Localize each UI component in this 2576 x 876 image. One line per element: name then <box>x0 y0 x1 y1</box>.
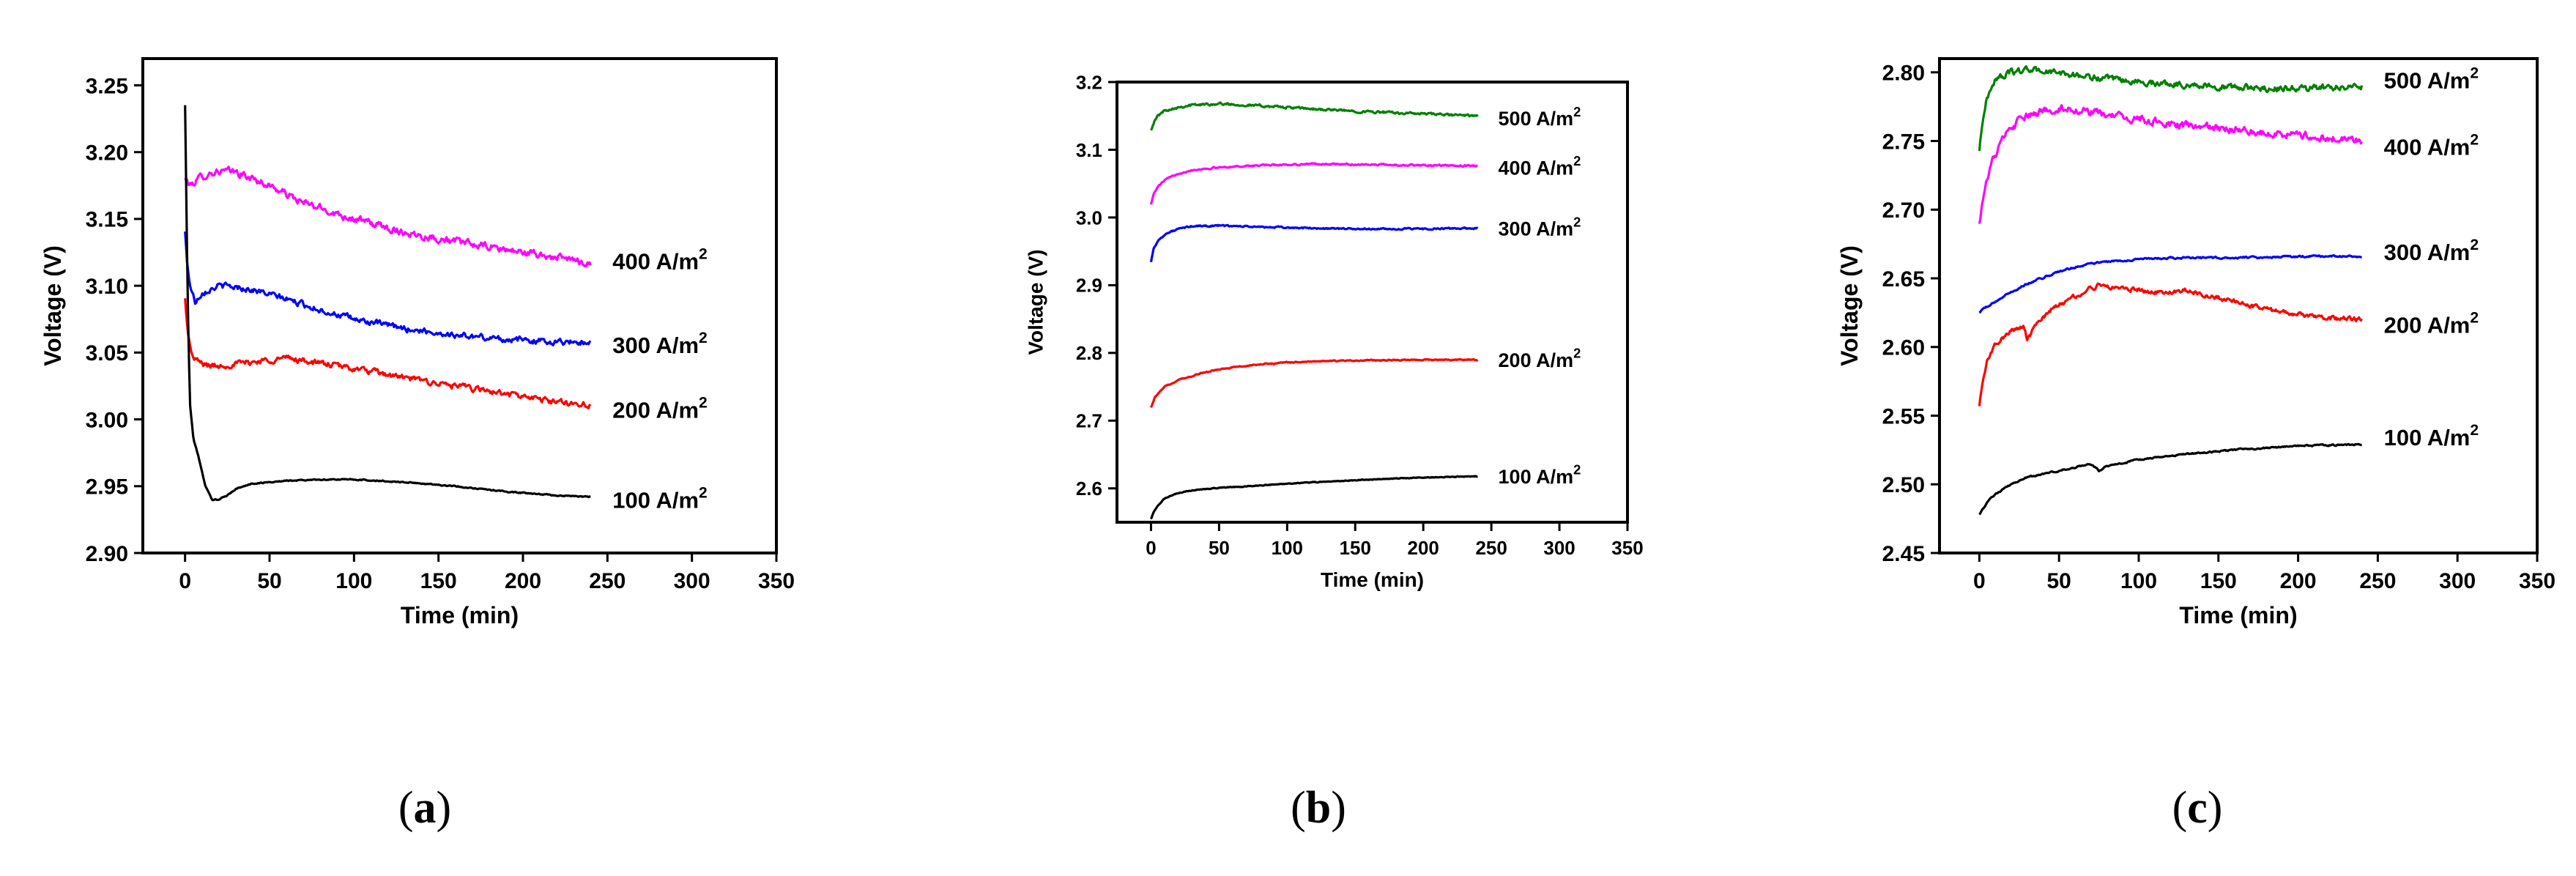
y-tick-label: 3.0 <box>1076 207 1102 229</box>
x-tick-label: 100 <box>335 569 372 593</box>
series-line-500 <box>1150 101 1479 131</box>
series-line-200 <box>1978 282 2363 407</box>
y-tick-label: 2.75 <box>1882 130 1925 154</box>
series-label-400: 400 A/m2 <box>2384 132 2479 160</box>
x-tick-label: 250 <box>589 569 626 593</box>
series-label-200: 200 A/m2 <box>2384 309 2479 338</box>
series-line-500 <box>1978 64 2364 152</box>
series-label-200: 200 A/m2 <box>1499 346 1581 371</box>
series-line-300 <box>1149 223 1479 263</box>
series-line-400 <box>1978 104 2363 224</box>
series-line-400 <box>1149 162 1479 205</box>
series-line-400 <box>184 166 592 267</box>
x-tick-label: 150 <box>2200 569 2237 593</box>
x-tick-label: 150 <box>420 569 457 593</box>
y-tick-label: 2.9 <box>1076 275 1102 297</box>
panel-caption: (c) <box>2172 783 2223 833</box>
x-tick-label: 100 <box>2120 569 2157 593</box>
series-label-300: 300 A/m2 <box>2384 237 2479 265</box>
plot-frame <box>1938 57 2539 554</box>
series-label-100: 100 A/m2 <box>612 485 707 513</box>
series-line-200 <box>184 298 592 409</box>
x-tick-label: 300 <box>1543 537 1575 559</box>
y-tick-label: 2.60 <box>1882 336 1925 360</box>
x-tick-label: 250 <box>2359 569 2396 593</box>
series-label-200: 200 A/m2 <box>612 395 707 423</box>
y-tick-label: 3.2 <box>1076 71 1102 93</box>
panel-caption: (b) <box>1291 783 1346 833</box>
series-label-100: 100 A/m2 <box>2384 422 2479 450</box>
y-tick-label: 3.00 <box>86 408 128 432</box>
x-tick-label: 50 <box>257 569 281 593</box>
y-tick-label: 2.80 <box>1882 62 1925 86</box>
y-axis-label: Voltage (V) <box>1836 245 1863 366</box>
y-tick-label: 2.50 <box>1882 473 1925 497</box>
y-tick-label: 2.8 <box>1076 342 1102 364</box>
series-line-300 <box>184 231 592 346</box>
x-tick-label: 0 <box>179 569 191 593</box>
series-line-100 <box>1978 442 2362 516</box>
y-tick-label: 2.70 <box>1882 198 1925 223</box>
x-tick-label: 150 <box>1340 537 1371 559</box>
x-tick-label: 350 <box>2519 569 2555 593</box>
y-tick-label: 2.45 <box>1882 542 1925 566</box>
y-tick-label: 3.05 <box>86 341 128 365</box>
x-tick-label: 50 <box>1209 537 1230 559</box>
panel-caption: (a) <box>398 783 451 833</box>
chart-panel-c: 0 50 100 150 200 250 300 350 2.45 2.50 2.55 2.60 2.6… <box>1836 57 2555 833</box>
chart-panel-b: 0 50 100 150 200 250 300 350 2.6 2.7 2.8 2.9 3.0 3.1 3… <box>1024 71 1643 833</box>
x-axis-label: Time (min) <box>2179 602 2297 628</box>
x-tick-label: 0 <box>1973 569 1986 593</box>
y-axis-label: Voltage (V) <box>40 245 66 366</box>
plot-frame <box>141 57 778 554</box>
x-tick-label: 50 <box>2047 569 2071 593</box>
y-tick-label: 2.6 <box>1076 478 1102 500</box>
x-tick-label: 200 <box>505 569 541 593</box>
plot-frame <box>1116 81 1629 524</box>
x-axis-label: Time (min) <box>401 602 519 628</box>
y-tick-label: 2.95 <box>86 475 128 500</box>
y-tick-label: 3.20 <box>86 141 128 166</box>
y-tick-label: 3.15 <box>86 208 128 232</box>
x-tick-label: 300 <box>674 569 710 593</box>
y-tick-label: 2.7 <box>1076 410 1102 432</box>
y-tick-label: 2.90 <box>86 542 128 566</box>
series-line-100 <box>1150 475 1479 520</box>
series-line-100 <box>184 105 591 502</box>
series-label-300: 300 A/m2 <box>1499 214 1581 240</box>
chart-panel-a: 0 50 100 150 200 250 300 350 2.90 2.95 3.00 3.05 3.1… <box>40 57 795 833</box>
series-label-300: 300 A/m2 <box>612 330 707 358</box>
x-tick-label: 200 <box>1408 537 1439 559</box>
x-tick-label: 350 <box>758 569 795 593</box>
y-tick-label: 2.55 <box>1882 404 1925 428</box>
series-label-100: 100 A/m2 <box>1499 462 1581 488</box>
y-axis-label: Voltage (V) <box>1024 249 1047 355</box>
series-label-400: 400 A/m2 <box>1499 153 1581 179</box>
x-tick-label: 300 <box>2439 569 2476 593</box>
series-label-500: 500 A/m2 <box>1499 104 1581 130</box>
x-tick-label: 100 <box>1272 537 1303 559</box>
x-tick-label: 350 <box>1611 537 1643 559</box>
y-tick-label: 3.1 <box>1076 139 1102 161</box>
y-tick-label: 3.25 <box>86 74 128 98</box>
y-tick-label: 2.65 <box>1882 267 1925 292</box>
series-label-500: 500 A/m2 <box>2384 65 2479 94</box>
x-tick-label: 250 <box>1475 537 1507 559</box>
y-tick-label: 3.10 <box>86 275 128 299</box>
x-tick-label: 200 <box>2280 569 2317 593</box>
series-line-200 <box>1150 357 1479 409</box>
x-axis-label: Time (min) <box>1321 568 1424 591</box>
series-label-400: 400 A/m2 <box>612 245 707 274</box>
series-line-300 <box>1978 254 2362 314</box>
x-tick-label: 0 <box>1146 537 1156 559</box>
